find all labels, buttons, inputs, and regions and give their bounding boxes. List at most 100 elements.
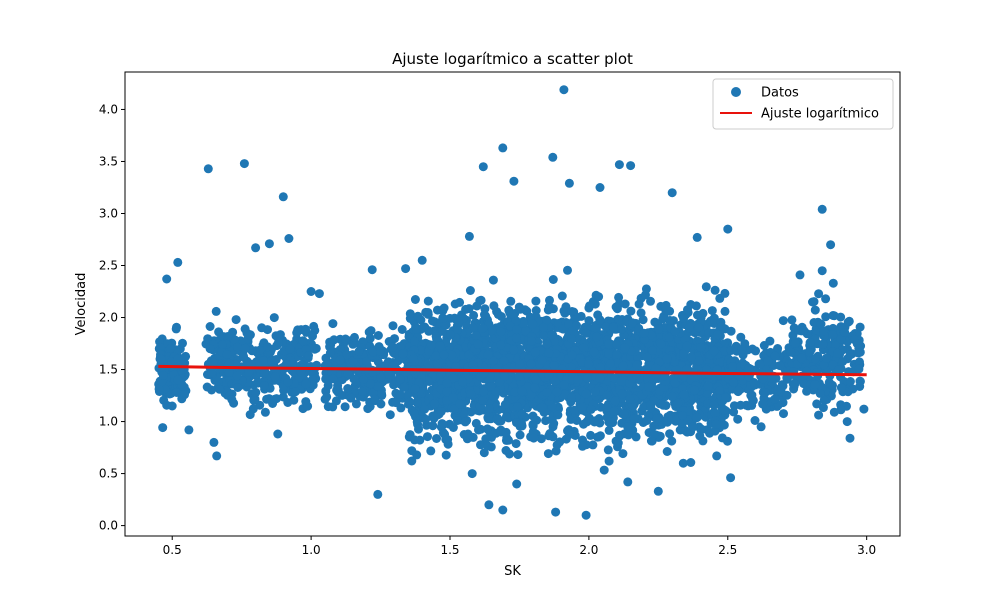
data-point <box>448 393 458 403</box>
data-point <box>388 342 398 352</box>
data-point <box>581 510 591 520</box>
data-point <box>367 265 377 275</box>
data-point <box>455 399 465 409</box>
data-point <box>464 304 474 314</box>
data-point <box>544 348 554 358</box>
data-point <box>438 326 448 336</box>
data-point <box>322 360 332 370</box>
data-point <box>385 410 395 420</box>
data-point <box>720 306 730 316</box>
data-point <box>509 345 519 355</box>
data-point <box>423 432 432 442</box>
x-tick-label: 0.5 <box>163 543 182 557</box>
data-point <box>348 339 358 349</box>
data-point <box>484 500 494 510</box>
data-point <box>436 407 446 416</box>
data-point <box>506 296 516 306</box>
data-point <box>463 429 473 439</box>
data-point <box>537 355 547 365</box>
data-point <box>454 317 464 327</box>
data-point <box>787 315 797 325</box>
data-point <box>530 347 540 357</box>
data-point <box>808 297 817 307</box>
data-point <box>172 388 182 397</box>
data-point <box>702 364 712 374</box>
data-point <box>606 417 615 426</box>
data-point <box>328 402 338 412</box>
data-point <box>855 382 865 391</box>
data-point <box>736 332 746 342</box>
data-point <box>178 338 187 348</box>
data-point <box>301 379 311 389</box>
data-point <box>268 399 278 408</box>
data-point <box>828 311 838 320</box>
data-point <box>412 324 421 334</box>
data-point <box>713 330 722 340</box>
data-point <box>439 303 449 313</box>
data-point <box>528 421 538 431</box>
data-point <box>342 350 351 360</box>
data-point <box>664 332 674 342</box>
data-point <box>719 346 729 356</box>
data-point <box>604 425 614 435</box>
data-point <box>644 382 654 392</box>
data-point <box>581 328 591 338</box>
data-point <box>719 405 729 415</box>
data-point <box>443 435 453 445</box>
data-point <box>469 310 479 320</box>
data-point <box>325 348 335 358</box>
data-point <box>489 301 499 311</box>
data-point <box>496 340 506 350</box>
data-point <box>275 330 285 340</box>
data-point <box>543 449 553 459</box>
data-point <box>589 347 599 357</box>
data-point <box>577 402 587 412</box>
data-point <box>618 449 628 459</box>
data-point <box>611 339 621 349</box>
data-point <box>467 469 477 479</box>
data-point <box>209 437 219 447</box>
data-point <box>586 404 596 414</box>
data-point <box>423 296 433 306</box>
data-point <box>173 354 183 364</box>
data-point <box>845 377 855 386</box>
data-point <box>662 354 672 364</box>
data-point <box>638 315 648 325</box>
data-point <box>509 176 519 186</box>
data-point <box>541 416 551 426</box>
data-point <box>480 310 489 320</box>
data-point <box>686 458 696 467</box>
data-point <box>619 409 629 419</box>
data-point <box>478 162 488 172</box>
data-point <box>340 402 350 412</box>
data-point <box>595 183 605 192</box>
data-point <box>604 349 613 359</box>
data-point <box>519 318 528 328</box>
data-point <box>245 330 255 340</box>
data-point <box>595 373 605 383</box>
data-point <box>814 410 824 420</box>
data-point <box>401 264 411 274</box>
data-point <box>492 415 502 425</box>
data-point <box>531 375 541 385</box>
y-tick-label: 4.0 <box>99 102 118 116</box>
data-point <box>560 389 570 399</box>
data-point <box>499 356 509 366</box>
plot-frame <box>124 71 901 537</box>
data-point <box>212 451 222 461</box>
data-point <box>410 384 420 394</box>
data-point <box>677 410 687 420</box>
data-point <box>678 458 688 468</box>
data-point <box>240 324 250 334</box>
data-point <box>736 400 746 410</box>
data-point <box>301 324 310 334</box>
data-point <box>584 359 594 369</box>
data-point <box>692 413 702 423</box>
data-point <box>652 414 662 424</box>
data-point <box>512 402 522 412</box>
data-point <box>455 297 465 307</box>
data-point <box>165 344 175 354</box>
y-tick-label: 1.0 <box>99 415 118 429</box>
data-point <box>567 350 577 360</box>
data-point <box>409 408 419 418</box>
